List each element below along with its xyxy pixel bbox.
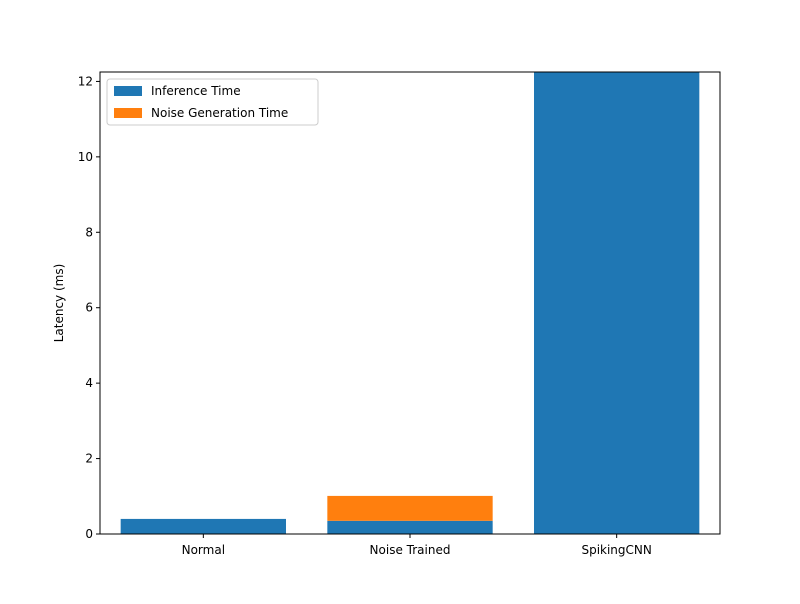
y-axis-label: Latency (ms): [52, 264, 66, 343]
y-tick-label: 12: [78, 74, 93, 88]
y-tick-label: 8: [85, 225, 93, 239]
x-axis: Normal Noise Trained SpikingCNN: [182, 534, 652, 557]
bars-layer: [120, 72, 700, 534]
legend-label: Noise Generation Time: [151, 106, 288, 120]
y-tick-label: 6: [85, 301, 93, 315]
y-axis: 0 2 4 6 8 10 12: [78, 74, 100, 541]
bar-noise-trained-series-0: [327, 520, 493, 534]
x-tick-label: SpikingCNN: [581, 543, 651, 557]
bar-spikingcnn-series-0: [534, 72, 700, 534]
legend-swatch: [114, 86, 142, 96]
legend-label: Inference Time: [151, 84, 241, 98]
y-tick-label: 0: [85, 527, 93, 541]
bar-normal-series-0: [120, 518, 287, 534]
y-tick-label: 4: [85, 376, 93, 390]
y-tick-label: 10: [78, 150, 93, 164]
bar-noise-trained-series-1: [327, 495, 493, 521]
legend-box: [106, 78, 319, 126]
legend-swatch: [114, 108, 142, 118]
legend: Inference Time Noise Generation Time: [106, 78, 319, 126]
x-tick-label: Noise Trained: [370, 543, 451, 557]
y-tick-label: 2: [85, 452, 93, 466]
x-tick-label: Normal: [182, 543, 225, 557]
